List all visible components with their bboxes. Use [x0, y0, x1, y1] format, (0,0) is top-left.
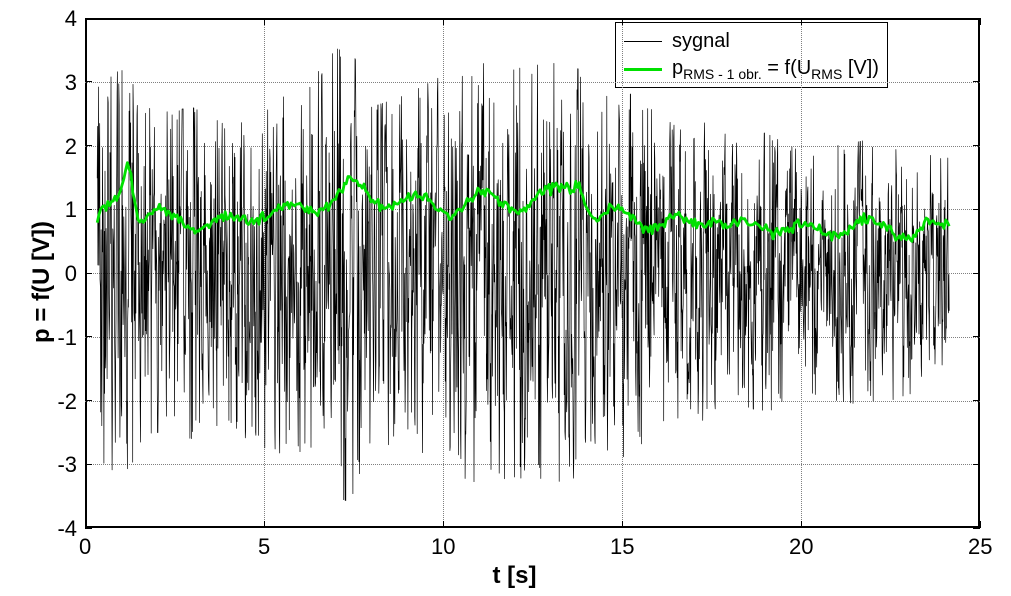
y-tick-label: 1	[65, 197, 77, 223]
x-tick-label: 15	[610, 534, 634, 560]
y-axis-label: p = f(U [V])	[28, 221, 56, 343]
x-tick-label: 0	[79, 534, 91, 560]
y-tick-label: 3	[65, 70, 77, 96]
y-tick-label: -1	[57, 325, 77, 351]
y-tick-label: -4	[57, 516, 77, 542]
y-tick-label: -2	[57, 389, 77, 415]
x-tick-label: 20	[789, 534, 813, 560]
chart-svg	[85, 18, 980, 528]
x-tick-label: 5	[258, 534, 270, 560]
x-axis-label: t [s]	[493, 562, 537, 590]
y-tick-label: 4	[65, 6, 77, 32]
x-tick-label: 10	[431, 534, 455, 560]
y-tick-label: -3	[57, 452, 77, 478]
y-tick-label: 2	[65, 134, 77, 160]
figure: p = f(U [V]) t [s] sygnalpRMS - 1 obr. =…	[0, 0, 1011, 596]
series-sygnal	[97, 49, 949, 501]
x-tick-label: 25	[968, 534, 992, 560]
y-tick-label: 0	[65, 261, 77, 287]
